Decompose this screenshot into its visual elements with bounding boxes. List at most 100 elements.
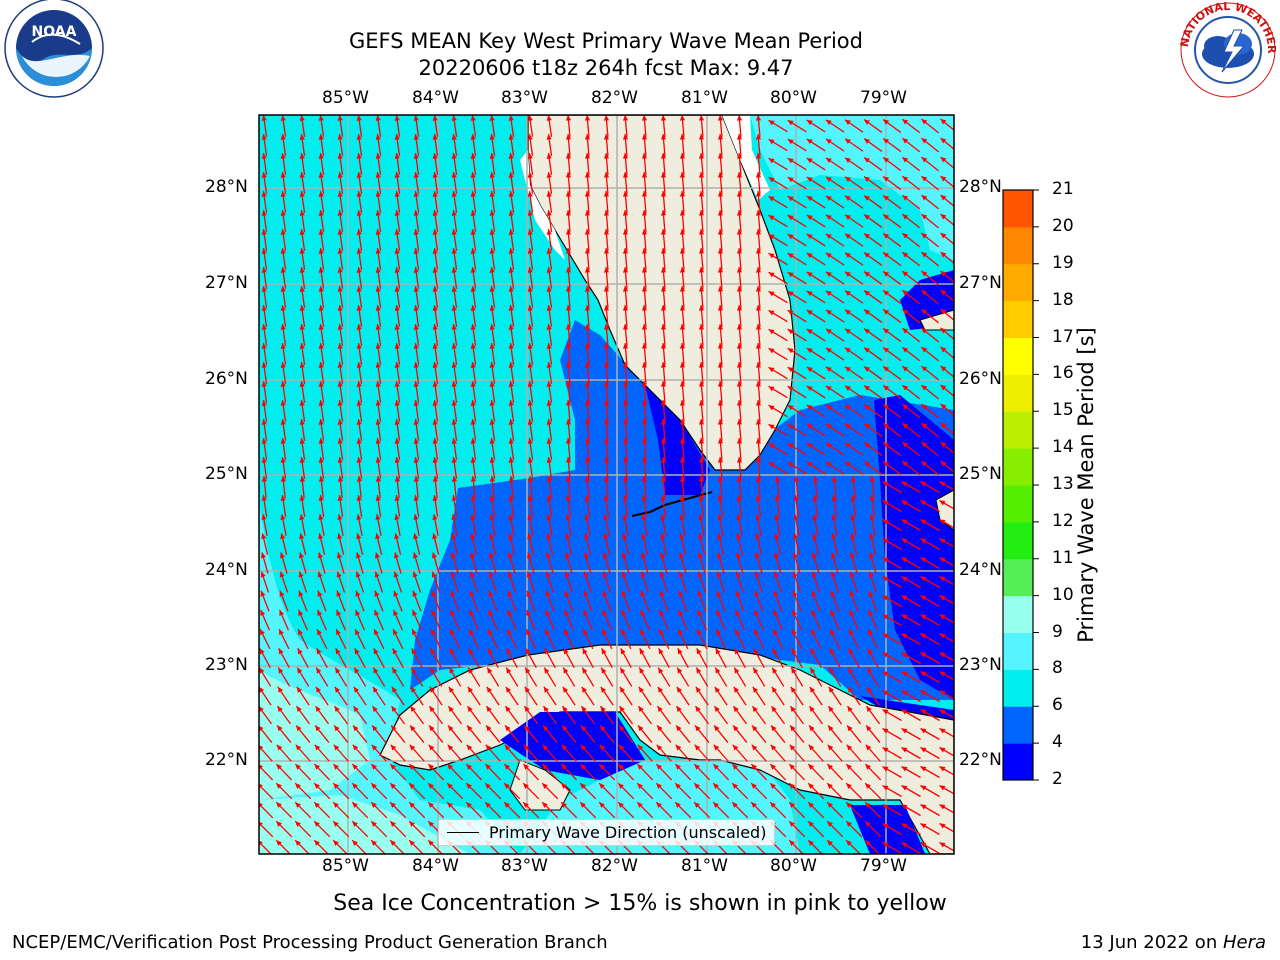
wave-arrow-head	[603, 362, 610, 368]
wave-arrow-head	[846, 802, 852, 808]
wave-arrow-head	[830, 571, 836, 578]
wave-arrow-head	[451, 134, 457, 140]
wave-arrow-head	[920, 842, 927, 848]
wave-arrow-head	[812, 476, 819, 482]
wave-arrow-head	[882, 576, 889, 582]
wave-arrow-head	[698, 267, 705, 273]
wave-arrow-head	[546, 495, 552, 501]
wave-arrow-head	[450, 571, 456, 578]
wave-arrow-head	[752, 706, 758, 713]
wave-arrow-head	[733, 725, 739, 732]
period-2-4-field-cuba-sw-top	[500, 712, 645, 780]
wave-arrow-head	[736, 419, 743, 425]
wave-arrow-head	[755, 134, 762, 140]
wave-arrow-head	[787, 424, 794, 430]
wave-arrow-head	[901, 576, 908, 582]
wave-arrow-head	[334, 725, 340, 732]
wave-arrow-head	[882, 557, 889, 563]
wave-arrow-head	[940, 157, 947, 163]
lon-label-top: 82°W	[591, 88, 638, 108]
wave-arrow-head	[413, 324, 419, 330]
wave-arrow-head	[394, 267, 400, 273]
wave-arrow-head	[432, 210, 438, 216]
wave-arrow-head	[679, 400, 686, 406]
colorbar-segment	[1003, 300, 1033, 338]
wave-arrow-head	[527, 134, 533, 140]
wave-arrow-head	[394, 514, 400, 521]
wave-arrow-head	[371, 802, 377, 808]
wave-arrow-head	[299, 495, 305, 501]
wave-arrow-head	[809, 706, 815, 713]
wave-arrow-head	[470, 172, 476, 178]
wave-arrow-head	[314, 840, 320, 846]
wave-arrow-head	[883, 347, 890, 353]
wave-arrow-head	[939, 766, 946, 772]
wave-arrow-head	[394, 153, 400, 159]
wave-arrow-head	[638, 686, 645, 693]
wave-arrow-head	[768, 348, 775, 354]
wave-arrow-head	[318, 267, 324, 273]
wave-arrow-head	[940, 271, 947, 277]
wave-arrow-head	[584, 495, 590, 501]
wave-arrow-head	[451, 514, 457, 521]
wave-arrow-head	[902, 138, 909, 144]
wave-arrow-head	[356, 191, 362, 197]
colorbar-segment	[1003, 485, 1033, 523]
wave-arrow-head	[470, 514, 476, 521]
wave-arrow-head	[736, 495, 742, 501]
wave-arrow-head	[768, 462, 775, 468]
wave-arrow-head	[469, 609, 475, 616]
wave-arrow-head	[679, 286, 686, 292]
wave-arrow-head	[489, 134, 495, 140]
wave-arrow-head	[603, 533, 609, 540]
wave-arrow-head	[713, 764, 719, 770]
wave-arrow-head	[660, 438, 667, 444]
wave-arrow-head	[717, 286, 724, 292]
wave-arrow-head	[865, 744, 872, 751]
wave-arrow-head	[409, 783, 415, 789]
wave-arrow-head	[295, 744, 302, 751]
wave-arrow-head	[584, 267, 591, 273]
wave-arrow-head	[394, 419, 400, 425]
wave-arrow-head	[546, 362, 552, 368]
wave-arrow-head	[882, 671, 889, 677]
wave-arrow-head	[489, 419, 495, 425]
wave-arrow-head	[768, 329, 775, 335]
wave-arrow-head	[336, 590, 342, 597]
colorbar-segment	[1003, 263, 1033, 302]
wave-arrow-head	[466, 802, 472, 808]
wave-arrow-head	[902, 423, 909, 429]
wave-arrow-head	[679, 210, 686, 216]
wave-arrow-head	[394, 438, 400, 444]
wave-arrow-head	[660, 381, 667, 387]
wave-arrow-head	[295, 783, 301, 789]
wave-arrow-head	[734, 667, 740, 674]
wave-arrow-head	[507, 629, 512, 636]
wave-arrow-head	[806, 329, 813, 335]
wave-arrow-head	[489, 324, 495, 330]
wave-arrow-head	[337, 400, 343, 406]
wave-arrow-head	[921, 119, 928, 125]
wave-arrow-head	[882, 538, 889, 544]
wave-arrow-head	[808, 840, 814, 846]
wave-arrow-head	[565, 153, 572, 159]
wave-arrow-head	[902, 214, 909, 220]
wave-arrow-head	[488, 552, 494, 559]
wave-arrow-head	[811, 552, 817, 559]
wave-arrow-head	[524, 725, 530, 732]
wave-arrow-head	[787, 120, 794, 126]
lon-label-top: 81°W	[681, 88, 728, 108]
wave-arrow-head	[660, 134, 667, 140]
wave-arrow-head	[299, 305, 305, 311]
wave-arrow-head	[732, 744, 739, 751]
wave-arrow-head	[451, 343, 457, 349]
map-legend: Primary Wave Direction (unscaled)	[438, 819, 776, 846]
wave-arrow-head	[806, 310, 813, 316]
wave-arrow-head	[259, 667, 265, 674]
colorbar-segment	[1003, 558, 1033, 597]
wave-arrow-head	[902, 233, 909, 239]
wave-arrow-head	[660, 419, 667, 425]
wave-arrow-head	[333, 802, 339, 808]
wave-arrow-head	[564, 629, 569, 636]
wave-arrow-head	[621, 552, 627, 559]
